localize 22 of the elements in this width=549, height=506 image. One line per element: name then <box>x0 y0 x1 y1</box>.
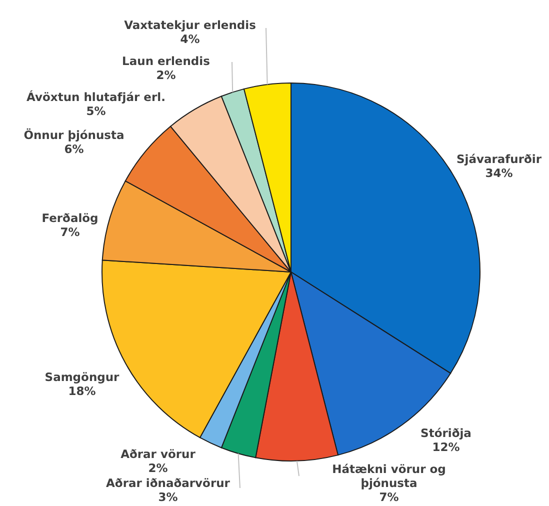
data-label: 7% <box>60 225 80 240</box>
slice-label: Ávöxtun hlutafjár erl. <box>26 90 166 104</box>
slice-label: Stóriðja <box>420 426 472 440</box>
data-label: 2% <box>148 461 168 476</box>
data-label: 3% <box>158 490 178 504</box>
data-label: 7% <box>379 490 400 504</box>
data-label: 18% <box>68 384 96 398</box>
slice-label: Hátækni vörur og þjónusta <box>332 462 446 490</box>
slice-label: Samgöngur <box>44 370 120 384</box>
data-label: 34% <box>485 166 514 180</box>
slice-label: Vaxtatekjur erlendis <box>124 18 256 32</box>
slice-label: Ferðalög <box>42 211 98 226</box>
slice-label: Laun erlendis <box>122 54 210 68</box>
slice-label: Sjávarafurðir <box>456 152 542 166</box>
data-label: 6% <box>64 142 84 156</box>
slice-label: Aðrar iðnaðarvörur <box>106 476 230 490</box>
data-label: 4% <box>180 32 200 46</box>
data-label: 2% <box>156 68 176 82</box>
data-label: 5% <box>86 104 106 118</box>
slice-label: Aðrar vörur <box>120 447 196 462</box>
data-label: 12% <box>432 440 460 454</box>
slice-label: Önnur þjónusta <box>24 128 124 142</box>
